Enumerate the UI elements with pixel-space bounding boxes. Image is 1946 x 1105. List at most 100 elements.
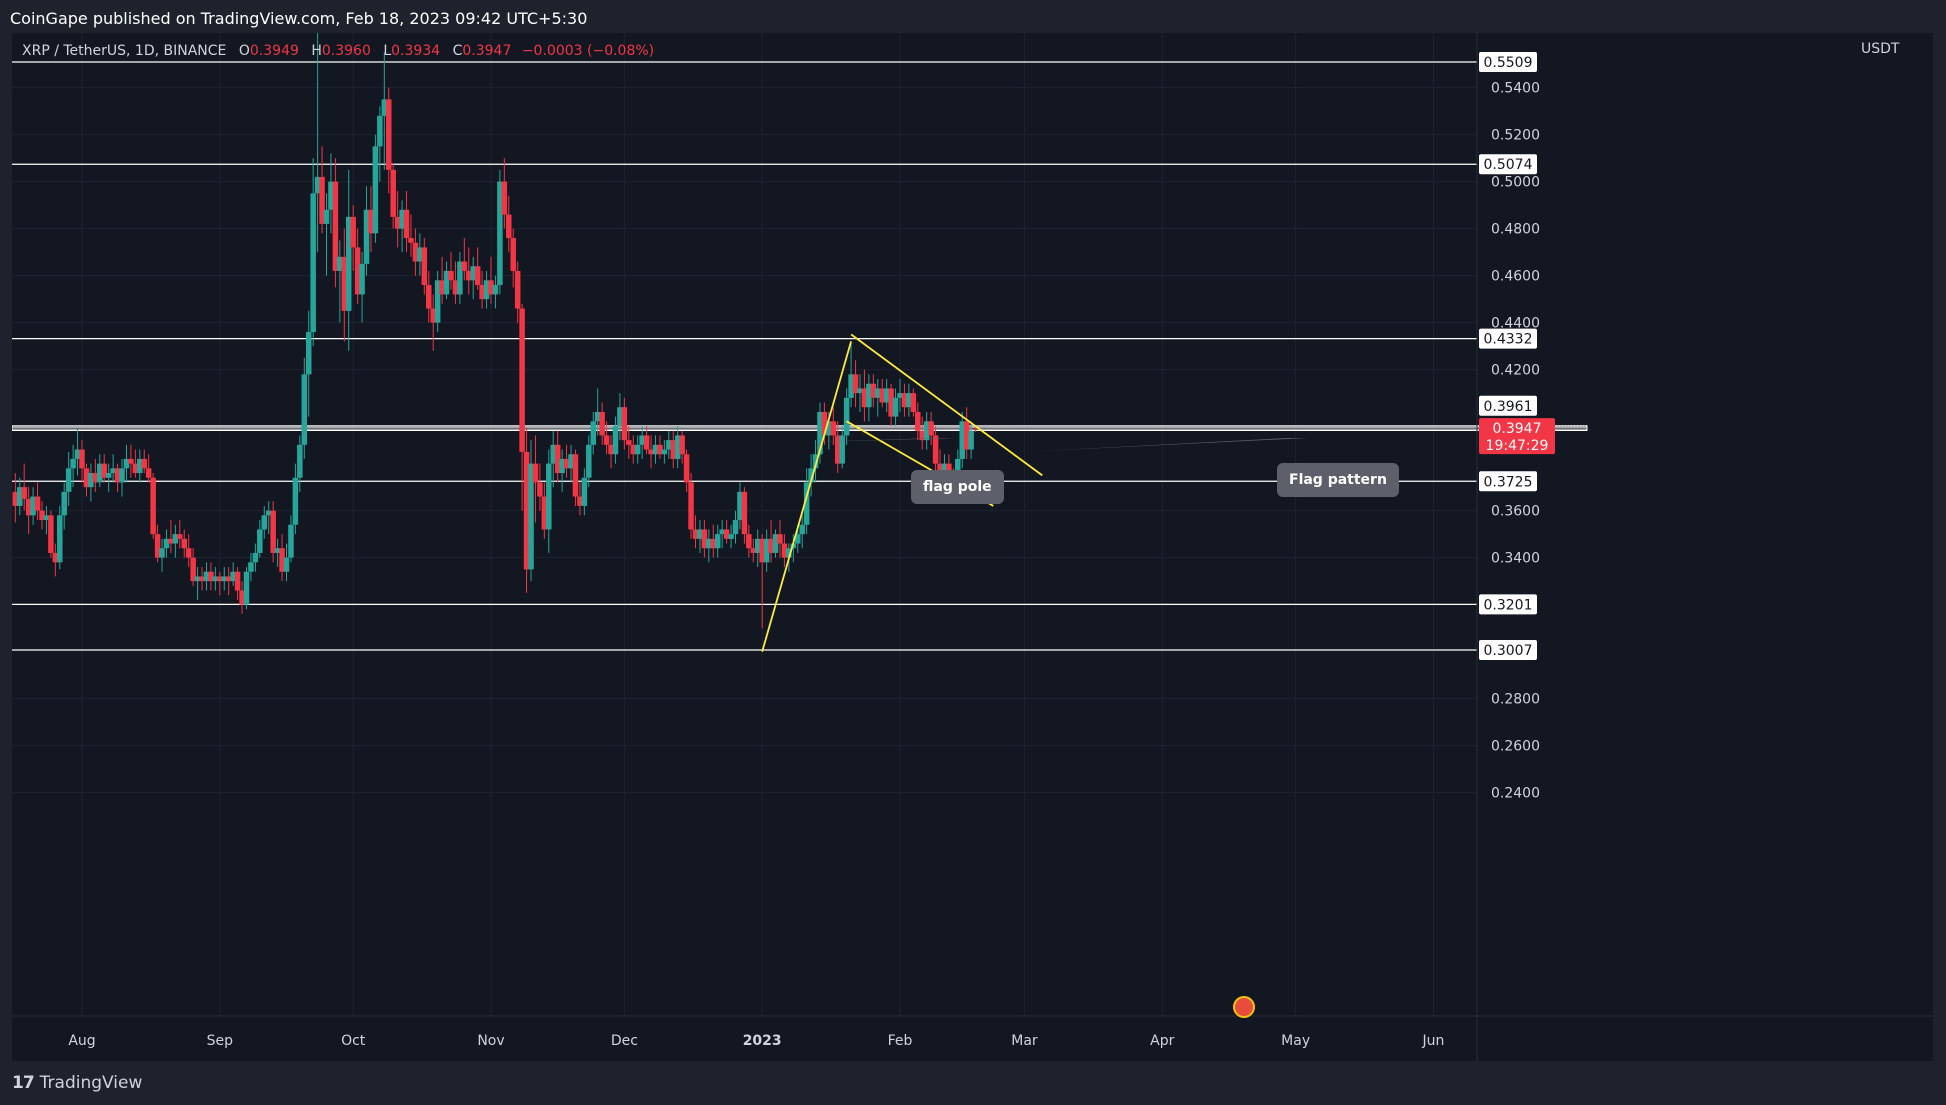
candle-body xyxy=(639,435,645,445)
candle-body xyxy=(928,421,934,436)
price-axis[interactable]: 0.5400 0.5200 0.5000 0.4800 0.4600 0.4400 0.42… xyxy=(1476,33,1540,1061)
candle-body xyxy=(617,407,623,427)
candle-body xyxy=(377,115,383,147)
candle-body xyxy=(523,451,530,570)
flag-pole-line xyxy=(761,341,852,652)
candle-body xyxy=(723,529,730,539)
flag-pole-note[interactable]: flag pole xyxy=(911,470,1004,504)
flag-pattern-note[interactable]: Flag pattern xyxy=(1277,463,1399,497)
x-tick-label: May xyxy=(1281,1033,1310,1049)
candle-body xyxy=(630,444,637,455)
candle-body xyxy=(363,209,370,264)
candle-body xyxy=(546,463,552,530)
last-price-value: 0.3947 xyxy=(1493,421,1542,437)
candle-body xyxy=(39,510,45,521)
candle-body xyxy=(17,487,23,506)
x-tick-label: Apr xyxy=(1150,1033,1174,1049)
grid xyxy=(12,33,1477,1016)
flag-pole-pointer xyxy=(797,438,957,443)
symbol-name[interactable]: XRP / TetherUS, 1D, BINANCE xyxy=(22,43,227,59)
candle-body xyxy=(728,534,734,539)
candle-body xyxy=(875,388,881,398)
candle-body xyxy=(959,421,965,459)
chart-panel[interactable]: 0.5400 0.5200 0.5000 0.4800 0.4600 0.4400 0.42… xyxy=(12,33,1933,1061)
candle-body xyxy=(43,515,50,521)
candle-body xyxy=(12,491,19,506)
candle-body xyxy=(643,435,650,450)
us-flag-event-icon[interactable] xyxy=(1233,996,1255,1018)
candle-body xyxy=(906,393,912,408)
candle-body xyxy=(457,261,463,295)
candle-body xyxy=(835,435,841,464)
candle-body xyxy=(932,435,939,464)
flag-upper-line xyxy=(850,333,1043,477)
candle-body xyxy=(510,238,516,271)
candle-body xyxy=(350,216,356,248)
candle-body xyxy=(577,496,583,506)
candle-body xyxy=(243,571,250,605)
candle-body xyxy=(172,534,179,544)
candle-body xyxy=(799,524,805,535)
candle-body xyxy=(497,181,503,286)
time-axis[interactable]: Aug Sep Oct Nov Dec 2023 Feb Mar Apr May Jun xyxy=(12,1015,1933,1049)
candle-body xyxy=(746,534,752,549)
candle-body xyxy=(305,332,312,375)
candle-body xyxy=(754,538,761,553)
candle-body xyxy=(114,468,121,483)
level-price-tag-box xyxy=(1479,328,1537,349)
candle-body xyxy=(65,468,72,492)
candle-body xyxy=(390,169,396,217)
candle-body xyxy=(866,383,872,408)
candle-body xyxy=(568,454,574,469)
candle-body xyxy=(372,146,379,234)
high-label: H xyxy=(311,43,322,59)
y-tick-label: 0.2600 xyxy=(1491,739,1540,755)
candle-body xyxy=(830,421,837,436)
candle-body xyxy=(923,421,930,441)
candle-body xyxy=(701,529,708,549)
candle-body xyxy=(795,534,801,544)
candle-body xyxy=(466,270,472,281)
candle-body xyxy=(892,397,899,417)
candle-body xyxy=(185,548,192,558)
resistance-zone xyxy=(12,425,1588,431)
price-chart[interactable]: 0.5400 0.5200 0.5000 0.4800 0.4600 0.4400 0.42… xyxy=(12,33,1933,1061)
candle-body xyxy=(61,491,67,516)
candle-body xyxy=(177,534,183,539)
candle-body xyxy=(34,496,41,511)
candle-body xyxy=(937,463,943,474)
candle-body xyxy=(297,444,303,478)
candle-body xyxy=(652,444,659,455)
price-tags: 0.55090.50740.43320.39410.39310.37250.32… xyxy=(1479,52,1555,660)
candle-body xyxy=(777,534,783,544)
candle-body xyxy=(910,393,917,412)
candle-body xyxy=(812,454,819,469)
candles xyxy=(12,33,979,629)
candle-body xyxy=(257,529,263,553)
candle-body xyxy=(319,176,325,224)
candle-body xyxy=(821,411,828,436)
x-tick-label: Mar xyxy=(1011,1033,1038,1049)
candle-body xyxy=(448,270,454,281)
candle-body xyxy=(394,216,401,229)
currency-label[interactable]: USDT xyxy=(1861,41,1900,57)
resistance-price-tag-text: 0.3961 xyxy=(1484,399,1533,415)
x-tick-label: Nov xyxy=(477,1033,504,1049)
candle-body xyxy=(101,463,107,478)
footer-branding[interactable]: 17 TradingView xyxy=(12,1068,142,1098)
candle-body xyxy=(328,181,334,210)
candle-body xyxy=(70,458,76,469)
x-tick-label: 2023 xyxy=(743,1033,782,1049)
candle-body xyxy=(381,99,388,116)
candle-body xyxy=(252,552,259,563)
candle-body xyxy=(514,270,521,309)
candle-body xyxy=(399,209,405,229)
level-price-tag-box xyxy=(1479,154,1537,175)
candle-body xyxy=(408,238,414,243)
candle-body xyxy=(759,538,765,563)
candle-body xyxy=(719,529,725,535)
candle-body xyxy=(359,263,365,295)
candle-body xyxy=(274,548,281,553)
candle-body xyxy=(519,308,525,452)
candle-body xyxy=(714,534,721,549)
